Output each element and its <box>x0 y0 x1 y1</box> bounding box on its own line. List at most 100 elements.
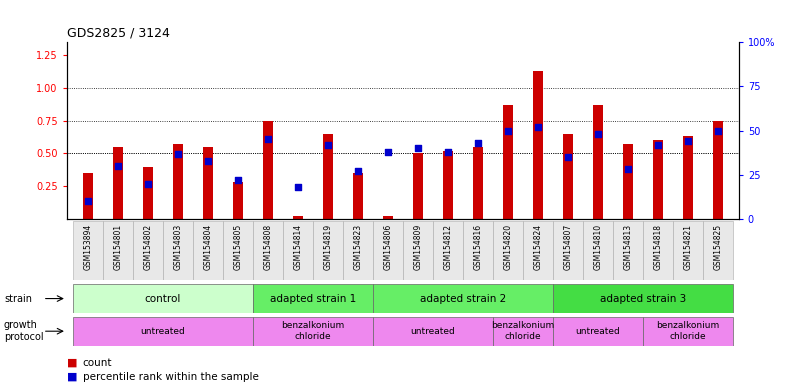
Bar <box>553 221 583 280</box>
Text: GDS2825 / 3124: GDS2825 / 3124 <box>67 27 170 40</box>
Bar <box>253 317 373 346</box>
Bar <box>643 317 733 346</box>
Text: GSM153894: GSM153894 <box>83 224 92 270</box>
Bar <box>283 221 313 280</box>
Bar <box>713 121 723 219</box>
Text: GSM154812: GSM154812 <box>443 224 452 270</box>
Text: untreated: untreated <box>141 327 185 336</box>
Bar <box>413 154 423 219</box>
Point <box>592 131 604 137</box>
Point <box>442 149 454 155</box>
Bar <box>263 121 273 219</box>
Bar <box>373 284 553 313</box>
Bar <box>253 221 283 280</box>
Point <box>321 142 334 148</box>
Bar <box>73 221 103 280</box>
Bar <box>533 71 543 219</box>
Text: benzalkonium
chloride: benzalkonium chloride <box>491 321 554 341</box>
Bar <box>682 136 693 219</box>
Point <box>112 163 124 169</box>
Text: GSM154803: GSM154803 <box>174 224 182 270</box>
Text: untreated: untreated <box>575 327 620 336</box>
Text: GSM154824: GSM154824 <box>534 224 542 270</box>
Text: count: count <box>83 358 112 368</box>
Text: GSM154802: GSM154802 <box>143 224 152 270</box>
Bar <box>493 317 553 346</box>
Bar <box>383 216 393 219</box>
Bar <box>523 221 553 280</box>
Text: GSM154807: GSM154807 <box>564 224 572 270</box>
Bar <box>472 147 483 219</box>
Text: control: control <box>145 293 181 304</box>
Bar <box>373 221 402 280</box>
Text: GSM154821: GSM154821 <box>683 224 692 270</box>
Text: percentile rank within the sample: percentile rank within the sample <box>83 372 259 382</box>
Bar <box>563 134 573 219</box>
Point <box>652 142 664 148</box>
Bar <box>322 134 333 219</box>
Bar <box>402 221 433 280</box>
Point <box>412 145 424 151</box>
Text: adapted strain 3: adapted strain 3 <box>600 293 686 304</box>
Text: benzalkonium
chloride: benzalkonium chloride <box>656 321 719 341</box>
Bar <box>343 221 373 280</box>
Point <box>501 127 514 134</box>
Point <box>351 168 364 174</box>
Text: GSM154806: GSM154806 <box>384 224 392 270</box>
Point <box>381 149 394 155</box>
Bar <box>173 144 183 219</box>
Text: adapted strain 2: adapted strain 2 <box>420 293 506 304</box>
Bar <box>433 221 463 280</box>
Bar <box>502 105 513 219</box>
Point <box>171 151 184 157</box>
Point <box>141 180 154 187</box>
Bar <box>103 221 133 280</box>
Bar <box>493 221 523 280</box>
Text: growth
protocol: growth protocol <box>4 320 43 342</box>
Point <box>472 140 484 146</box>
Text: ■: ■ <box>67 372 81 382</box>
Bar <box>353 173 363 219</box>
Text: GSM154823: GSM154823 <box>354 224 362 270</box>
Text: GSM154805: GSM154805 <box>233 224 242 270</box>
Bar <box>553 317 643 346</box>
Text: GSM154816: GSM154816 <box>473 224 483 270</box>
Bar <box>253 284 373 313</box>
Bar <box>203 147 213 219</box>
Text: GSM154810: GSM154810 <box>593 224 602 270</box>
Bar <box>163 221 193 280</box>
Bar <box>703 221 733 280</box>
Bar <box>463 221 493 280</box>
Point <box>232 177 244 183</box>
Bar <box>652 141 663 219</box>
Point <box>711 127 724 134</box>
Text: GSM154820: GSM154820 <box>503 224 512 270</box>
Bar <box>593 105 603 219</box>
Text: strain: strain <box>4 293 32 304</box>
Point <box>82 198 94 204</box>
Text: GSM154801: GSM154801 <box>113 224 123 270</box>
Bar <box>133 221 163 280</box>
Text: untreated: untreated <box>410 327 455 336</box>
Point <box>622 166 634 172</box>
Bar <box>83 173 93 219</box>
Text: benzalkonium
chloride: benzalkonium chloride <box>281 321 344 341</box>
Point <box>531 124 544 130</box>
Text: GSM154813: GSM154813 <box>623 224 632 270</box>
Bar <box>613 221 643 280</box>
Bar <box>553 284 733 313</box>
Bar <box>73 317 253 346</box>
Bar <box>73 284 253 313</box>
Text: GSM154804: GSM154804 <box>204 224 212 270</box>
Text: adapted strain 1: adapted strain 1 <box>270 293 356 304</box>
Bar <box>373 317 493 346</box>
Text: GSM154825: GSM154825 <box>714 224 722 270</box>
Bar <box>292 216 303 219</box>
Point <box>262 136 274 142</box>
Bar <box>643 221 673 280</box>
Point <box>681 138 694 144</box>
Text: GSM154814: GSM154814 <box>293 224 303 270</box>
Text: ■: ■ <box>67 358 81 368</box>
Bar <box>112 147 123 219</box>
Bar <box>673 221 703 280</box>
